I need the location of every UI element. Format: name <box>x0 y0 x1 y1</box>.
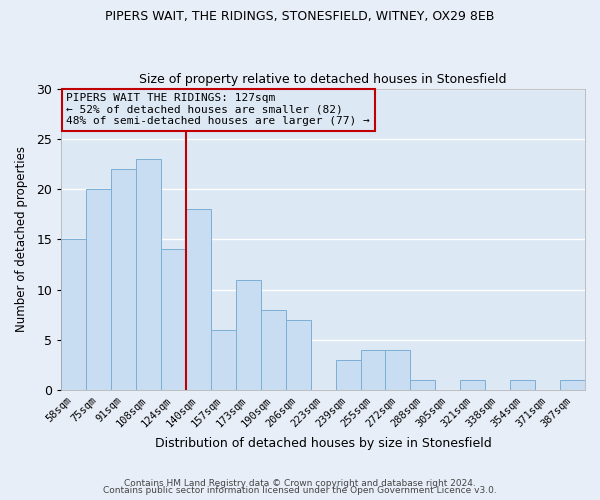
Bar <box>136 159 161 390</box>
Bar <box>510 380 535 390</box>
Bar <box>236 280 261 390</box>
Bar <box>111 169 136 390</box>
Bar <box>361 350 385 390</box>
Text: PIPERS WAIT, THE RIDINGS, STONESFIELD, WITNEY, OX29 8EB: PIPERS WAIT, THE RIDINGS, STONESFIELD, W… <box>106 10 494 23</box>
Bar <box>286 320 311 390</box>
Bar <box>335 360 361 390</box>
Bar <box>385 350 410 390</box>
Text: Contains public sector information licensed under the Open Government Licence v3: Contains public sector information licen… <box>103 486 497 495</box>
Bar <box>410 380 436 390</box>
Bar <box>211 330 236 390</box>
Title: Size of property relative to detached houses in Stonesfield: Size of property relative to detached ho… <box>139 73 507 86</box>
Text: Contains HM Land Registry data © Crown copyright and database right 2024.: Contains HM Land Registry data © Crown c… <box>124 478 476 488</box>
Text: PIPERS WAIT THE RIDINGS: 127sqm
← 52% of detached houses are smaller (82)
48% of: PIPERS WAIT THE RIDINGS: 127sqm ← 52% of… <box>67 93 370 126</box>
Bar <box>560 380 585 390</box>
Bar <box>460 380 485 390</box>
Bar <box>186 209 211 390</box>
Bar <box>61 240 86 390</box>
Bar <box>261 310 286 390</box>
Y-axis label: Number of detached properties: Number of detached properties <box>15 146 28 332</box>
Bar <box>86 189 111 390</box>
Bar <box>161 250 186 390</box>
X-axis label: Distribution of detached houses by size in Stonesfield: Distribution of detached houses by size … <box>155 437 491 450</box>
